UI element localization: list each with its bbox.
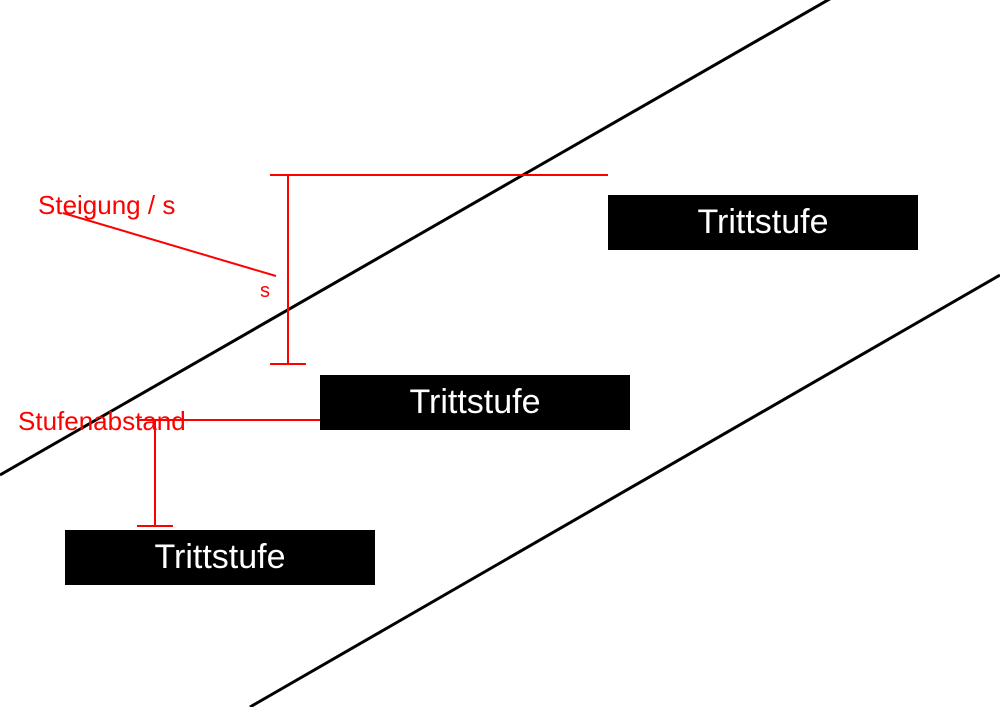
line-layer — [0, 0, 1000, 707]
label-stufenabstand: Stufenabstand — [18, 406, 186, 437]
step-label: Trittstufe — [410, 383, 541, 422]
step-label: Trittstufe — [698, 203, 829, 242]
label-s_small: s — [260, 280, 270, 303]
step-1: Trittstufe — [65, 530, 375, 585]
stair-diagram: Trittstufe Trittstufe Trittstufe Steigung /… — [0, 0, 1000, 707]
step-3: Trittstufe — [608, 195, 918, 250]
annotation-lines — [63, 175, 608, 526]
guide-lines — [0, 0, 1000, 707]
label-steigung: Steigung / s — [38, 190, 175, 221]
step-label: Trittstufe — [155, 538, 286, 577]
step-2: Trittstufe — [320, 375, 630, 430]
